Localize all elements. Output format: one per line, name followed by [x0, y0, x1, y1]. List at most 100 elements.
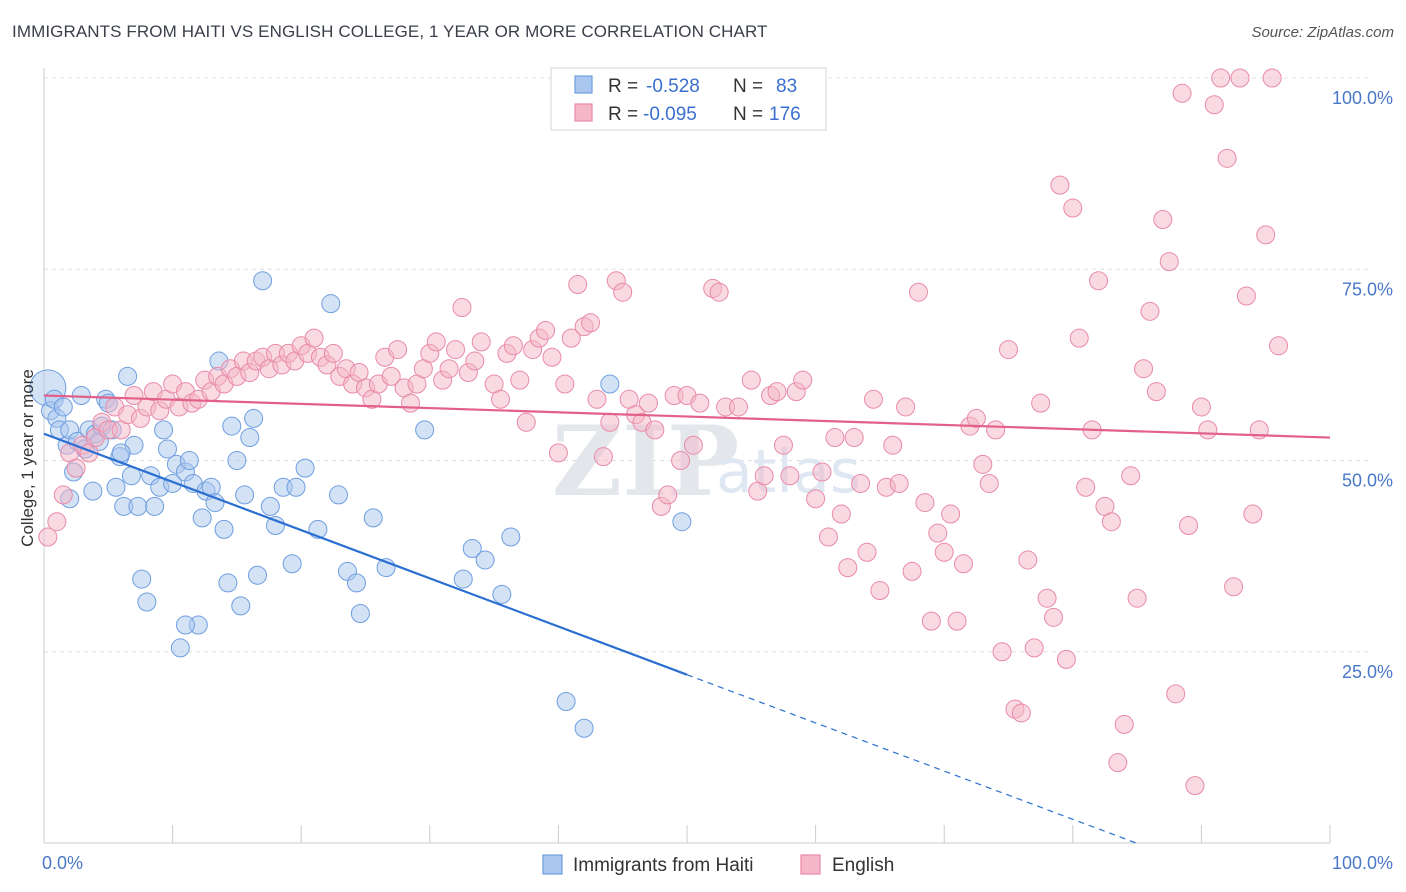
haiti-point	[154, 420, 174, 440]
source-label: Source: ZipAtlas.com	[1251, 24, 1394, 41]
haiti-point	[157, 439, 177, 459]
english-point	[1024, 638, 1044, 658]
english-point	[1101, 512, 1121, 532]
english-point	[1204, 95, 1224, 115]
y-tick-label: 50.0%	[1342, 471, 1393, 491]
english-point	[1153, 210, 1173, 230]
english-point	[741, 370, 761, 390]
trend-lines	[43, 394, 1331, 844]
english-point	[973, 454, 993, 474]
haiti-point	[227, 451, 247, 470]
english-point	[844, 428, 864, 448]
data-points	[29, 68, 1289, 796]
x-tick-label-max: 100.0%	[1332, 853, 1393, 873]
english-point	[883, 435, 903, 455]
english-point	[465, 351, 485, 371]
english-point	[999, 340, 1018, 360]
haiti-point	[192, 508, 212, 528]
legend-r-label-english: R =	[608, 104, 638, 125]
english-point	[928, 523, 948, 543]
english-point	[555, 374, 575, 394]
english-point	[1191, 397, 1211, 417]
haiti-point	[600, 374, 620, 394]
english-point	[542, 347, 562, 367]
english-point	[510, 370, 530, 390]
english-point	[1108, 753, 1128, 773]
english-point	[812, 462, 832, 482]
english-point	[47, 512, 67, 532]
english-point	[1146, 382, 1166, 402]
english-point	[773, 435, 793, 455]
haiti-point	[475, 550, 495, 570]
english-point	[304, 328, 324, 348]
english-point	[831, 504, 851, 524]
english-point	[381, 366, 401, 386]
english-point	[471, 332, 491, 352]
english-point	[600, 412, 620, 432]
english-point	[1127, 588, 1147, 608]
english-point	[908, 282, 928, 302]
legend-r-label-haiti: R =	[608, 76, 638, 97]
english-point	[1037, 588, 1057, 608]
haiti-point	[363, 508, 383, 528]
haiti-point	[253, 271, 273, 291]
english-point	[889, 473, 909, 493]
english-point	[548, 443, 568, 463]
haiti-point	[286, 477, 306, 497]
english-point	[896, 397, 916, 417]
english-point	[1185, 776, 1205, 796]
english-point	[491, 389, 511, 409]
english-point	[1140, 301, 1160, 321]
legend-top: R = -0.528 N = 83 R = -0.095 N = 176	[550, 67, 827, 131]
haiti-point	[214, 519, 234, 539]
haiti-point	[175, 615, 195, 635]
english-point	[1031, 393, 1051, 413]
english-point	[992, 642, 1012, 662]
haiti-point	[556, 691, 576, 711]
haiti-point	[163, 473, 183, 493]
haiti-point	[247, 565, 267, 585]
legend-n-value-english: 176	[769, 104, 801, 125]
english-point	[1056, 649, 1076, 669]
english-point	[793, 370, 813, 390]
english-point	[838, 558, 858, 578]
english-point	[1044, 607, 1064, 627]
haiti-point	[106, 477, 126, 497]
english-point	[452, 298, 472, 317]
haiti-point	[235, 485, 255, 505]
english-point	[593, 447, 613, 467]
english-point	[1217, 148, 1237, 168]
english-point	[124, 385, 144, 405]
legend-bottom-label-english: English	[832, 855, 894, 876]
english-point	[728, 397, 748, 417]
y-tick-label: 75.0%	[1342, 279, 1393, 299]
haiti-point	[244, 408, 264, 428]
english-point	[934, 542, 954, 562]
english-point	[561, 328, 581, 348]
english-point	[1172, 83, 1192, 103]
legend-box	[550, 67, 827, 131]
english-point	[613, 282, 633, 302]
english-point	[966, 408, 986, 428]
english-point	[503, 336, 523, 356]
haiti-trend-extension	[686, 674, 1137, 844]
english-point	[658, 485, 678, 505]
haiti-point	[328, 485, 348, 505]
haiti-point	[501, 527, 521, 547]
legend-n-value-haiti: 83	[776, 76, 797, 97]
english-point	[388, 340, 408, 360]
english-point	[1166, 684, 1186, 704]
legend-n-label-haiti: N =	[733, 76, 763, 97]
english-point	[536, 320, 556, 340]
haiti-point	[346, 573, 366, 593]
english-point	[1211, 68, 1231, 88]
english-point	[921, 611, 941, 631]
english-point	[683, 435, 703, 455]
english-point	[851, 473, 871, 493]
english-point	[323, 343, 343, 363]
english-point	[1069, 328, 1089, 348]
haiti-point	[128, 496, 148, 516]
x-tick-labels: 0.0% 100.0%	[42, 853, 1393, 873]
english-point	[1050, 175, 1070, 195]
